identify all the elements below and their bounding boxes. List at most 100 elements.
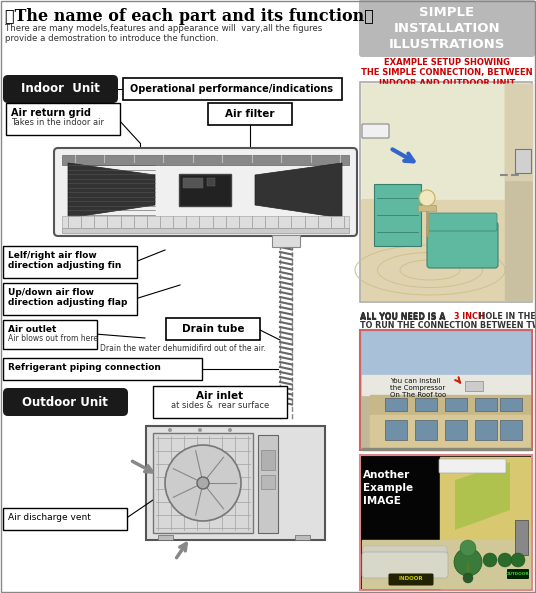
FancyBboxPatch shape bbox=[261, 475, 275, 489]
Text: 【The name of each part and its function】: 【The name of each part and its function】 bbox=[5, 8, 374, 25]
FancyBboxPatch shape bbox=[3, 388, 128, 416]
FancyBboxPatch shape bbox=[363, 546, 447, 560]
FancyBboxPatch shape bbox=[515, 520, 528, 555]
FancyBboxPatch shape bbox=[360, 82, 532, 302]
FancyBboxPatch shape bbox=[500, 398, 522, 411]
FancyBboxPatch shape bbox=[153, 386, 287, 418]
FancyBboxPatch shape bbox=[475, 420, 497, 440]
FancyBboxPatch shape bbox=[261, 450, 275, 470]
FancyBboxPatch shape bbox=[166, 318, 260, 340]
Text: Refrigerant piping connection: Refrigerant piping connection bbox=[8, 363, 161, 372]
Circle shape bbox=[483, 553, 497, 567]
FancyBboxPatch shape bbox=[3, 283, 137, 315]
FancyBboxPatch shape bbox=[62, 155, 349, 165]
Text: Air filter: Air filter bbox=[225, 109, 275, 119]
FancyBboxPatch shape bbox=[415, 398, 437, 411]
Text: Operational performance/indications: Operational performance/indications bbox=[130, 84, 333, 94]
FancyBboxPatch shape bbox=[359, 0, 535, 57]
FancyBboxPatch shape bbox=[207, 178, 215, 186]
Circle shape bbox=[198, 428, 202, 432]
FancyBboxPatch shape bbox=[515, 149, 531, 173]
Text: ALL YOU NEED IS A: ALL YOU NEED IS A bbox=[360, 313, 448, 322]
Polygon shape bbox=[362, 375, 530, 395]
FancyBboxPatch shape bbox=[374, 184, 421, 246]
FancyBboxPatch shape bbox=[385, 420, 407, 440]
Polygon shape bbox=[362, 332, 530, 375]
Text: Up/down air flow
direction adjusting flap: Up/down air flow direction adjusting fla… bbox=[8, 288, 128, 307]
Text: Outdoor Unit: Outdoor Unit bbox=[22, 396, 108, 409]
Polygon shape bbox=[370, 415, 530, 448]
Text: INDOOR: INDOOR bbox=[399, 576, 423, 582]
Text: Drain the water dehumidifird out of the air.: Drain the water dehumidifird out of the … bbox=[100, 344, 266, 353]
Polygon shape bbox=[362, 200, 395, 300]
FancyBboxPatch shape bbox=[500, 420, 522, 440]
Text: Air inlet: Air inlet bbox=[196, 391, 243, 401]
FancyBboxPatch shape bbox=[428, 213, 497, 231]
Text: Indoor  Unit: Indoor Unit bbox=[20, 82, 100, 95]
Circle shape bbox=[454, 548, 482, 576]
FancyBboxPatch shape bbox=[418, 205, 436, 211]
Polygon shape bbox=[362, 448, 530, 450]
Text: Air blows out from here: Air blows out from here bbox=[8, 334, 98, 343]
Text: TO RUN THE CONNECTION BETWEEN TWO UNITS: TO RUN THE CONNECTION BETWEEN TWO UNITS bbox=[360, 321, 536, 330]
FancyBboxPatch shape bbox=[54, 148, 357, 236]
FancyBboxPatch shape bbox=[475, 398, 497, 411]
Text: Takes in the indoor air: Takes in the indoor air bbox=[11, 118, 104, 127]
FancyBboxPatch shape bbox=[183, 178, 203, 188]
Text: ALL YOU NEED IS A: ALL YOU NEED IS A bbox=[360, 312, 448, 321]
FancyBboxPatch shape bbox=[362, 124, 389, 138]
Circle shape bbox=[511, 553, 525, 567]
FancyBboxPatch shape bbox=[3, 508, 127, 530]
FancyBboxPatch shape bbox=[360, 455, 532, 590]
FancyBboxPatch shape bbox=[3, 246, 137, 278]
FancyBboxPatch shape bbox=[208, 103, 292, 125]
FancyBboxPatch shape bbox=[3, 75, 118, 103]
FancyBboxPatch shape bbox=[427, 222, 498, 268]
FancyBboxPatch shape bbox=[362, 552, 448, 578]
FancyBboxPatch shape bbox=[3, 358, 202, 380]
Text: Lelf/right air flow
direction adjusting fin: Lelf/right air flow direction adjusting … bbox=[8, 251, 121, 270]
FancyBboxPatch shape bbox=[258, 435, 278, 533]
Circle shape bbox=[197, 477, 209, 489]
Text: Air outlet: Air outlet bbox=[8, 325, 56, 334]
FancyBboxPatch shape bbox=[158, 535, 173, 540]
Circle shape bbox=[463, 573, 473, 583]
Text: OUTDOOR: OUTDOOR bbox=[506, 572, 530, 576]
Polygon shape bbox=[362, 457, 440, 588]
FancyBboxPatch shape bbox=[507, 569, 529, 579]
FancyBboxPatch shape bbox=[146, 426, 325, 540]
Text: at sides &  rear surface: at sides & rear surface bbox=[171, 401, 269, 410]
Circle shape bbox=[168, 428, 172, 432]
Polygon shape bbox=[440, 457, 530, 540]
Text: There are many models,features and appearance will  vary,all the figures
provide: There are many models,features and appea… bbox=[5, 24, 322, 43]
FancyBboxPatch shape bbox=[295, 535, 310, 540]
Polygon shape bbox=[362, 200, 532, 300]
FancyBboxPatch shape bbox=[62, 228, 349, 233]
Polygon shape bbox=[362, 84, 532, 200]
Text: EXAMPLE SETUP SHOWING
THE SIMPLE CONNECTION, BETWEEN
INDOOR AND OUTDOOR UNIT: EXAMPLE SETUP SHOWING THE SIMPLE CONNECT… bbox=[361, 58, 533, 88]
Polygon shape bbox=[68, 163, 155, 218]
Circle shape bbox=[498, 553, 512, 567]
FancyBboxPatch shape bbox=[465, 381, 483, 391]
Text: HOLE IN THE WALL: HOLE IN THE WALL bbox=[476, 312, 536, 321]
FancyBboxPatch shape bbox=[272, 235, 300, 247]
Circle shape bbox=[419, 190, 435, 206]
Text: You can install
the Compressor
On The Roof too: You can install the Compressor On The Ro… bbox=[390, 378, 446, 398]
FancyBboxPatch shape bbox=[360, 330, 532, 450]
Polygon shape bbox=[362, 540, 530, 588]
Circle shape bbox=[165, 445, 241, 521]
FancyBboxPatch shape bbox=[415, 420, 437, 440]
Text: Air return grid: Air return grid bbox=[11, 108, 91, 118]
Polygon shape bbox=[505, 84, 532, 180]
FancyBboxPatch shape bbox=[385, 398, 407, 411]
Polygon shape bbox=[255, 163, 342, 218]
Circle shape bbox=[460, 540, 476, 556]
FancyBboxPatch shape bbox=[6, 103, 120, 135]
Text: 3 INCH: 3 INCH bbox=[454, 312, 485, 321]
Text: Drain tube: Drain tube bbox=[182, 324, 244, 334]
Text: Air discharge vent: Air discharge vent bbox=[8, 513, 91, 522]
Polygon shape bbox=[455, 462, 510, 530]
FancyBboxPatch shape bbox=[445, 420, 467, 440]
Text: Another
Example
IMAGE: Another Example IMAGE bbox=[363, 470, 413, 506]
FancyBboxPatch shape bbox=[123, 78, 342, 100]
